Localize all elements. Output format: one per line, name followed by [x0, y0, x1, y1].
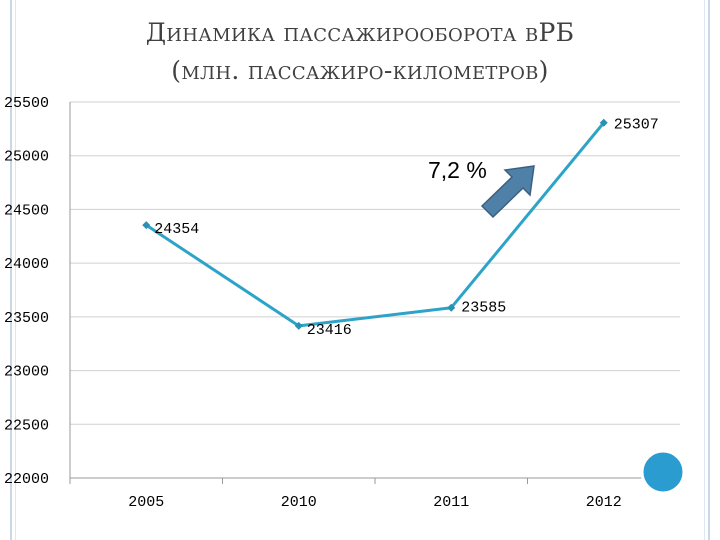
right-border-rule [708, 0, 710, 540]
growth-arrow [480, 165, 535, 219]
x-tick-label: 2012 [586, 494, 622, 511]
left-border-rule-inner [15, 0, 16, 540]
data-labels: 24354 23416 23585 25307 [154, 117, 659, 339]
x-tick-label: 2010 [281, 494, 317, 511]
growth-annotation: 7,2 % [428, 157, 487, 183]
right-border-rule-inner [704, 0, 705, 540]
chart-title: Динамика пассажирооборота вРБ (млн. пасс… [0, 14, 720, 90]
y-axis-tick-labels: 22000 22500 23000 23500 24000 24500 25000 25500 [4, 95, 49, 488]
data-label: 23585 [461, 300, 506, 317]
x-tick-label: 2005 [128, 494, 164, 511]
series-line-group [142, 118, 608, 330]
x-tick-label: 2011 [433, 494, 469, 511]
chart-title-line-2: (млн. пассажиро-километров) [171, 56, 549, 85]
data-point-marker [142, 221, 151, 230]
y-tick-label: 24000 [4, 256, 49, 273]
y-tick-label: 24500 [4, 202, 49, 219]
data-label: 23416 [307, 322, 352, 339]
gridlines [70, 101, 680, 425]
data-point-marker [294, 321, 303, 330]
data-point-marker [447, 303, 456, 312]
y-tick-label: 23500 [4, 310, 49, 327]
axes [69, 102, 681, 484]
series-line [145, 121, 605, 328]
data-point-marker [599, 118, 608, 127]
chart-title-line-1: Динамика пассажирооборота вРБ [145, 18, 575, 47]
left-border-rule [10, 0, 12, 540]
y-tick-label: 22500 [4, 417, 49, 434]
data-label: 25307 [614, 117, 659, 134]
y-tick-label: 23000 [4, 364, 49, 381]
data-label: 24354 [154, 221, 199, 238]
y-tick-label: 22000 [4, 471, 49, 488]
x-axis-tick-labels: 2005 2010 2011 2012 [128, 494, 622, 511]
growth-arrow-icon [480, 165, 535, 219]
decorative-circle [640, 449, 686, 495]
y-tick-label: 25500 [4, 95, 49, 112]
y-tick-label: 25000 [4, 149, 49, 166]
